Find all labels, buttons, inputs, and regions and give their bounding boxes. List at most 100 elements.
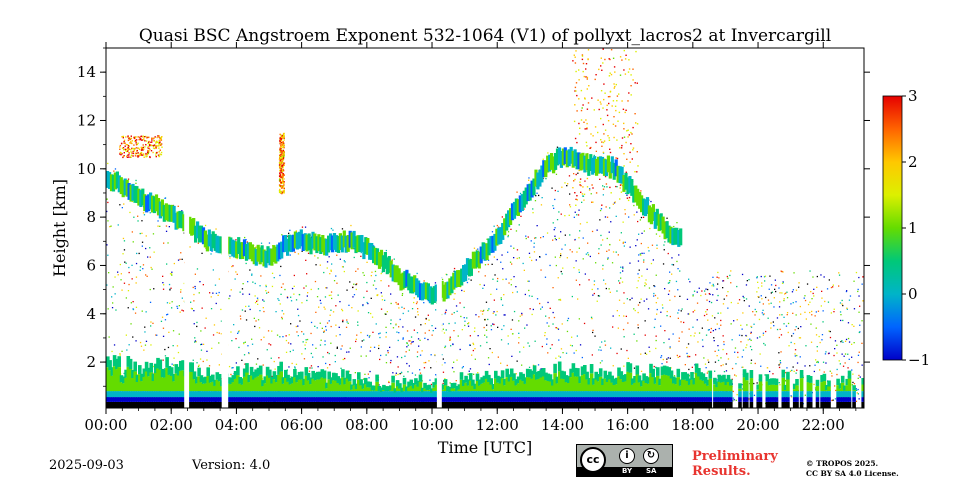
boundary-layer-segment [425,397,430,402]
cloud-segment [348,230,352,248]
noise-point [559,256,561,259]
noise-point [373,346,376,348]
cloud-segment [671,228,675,246]
noise-point [407,310,410,312]
noise-point [477,248,479,250]
cirrus-point [147,145,149,147]
boundary-layer-segment [498,383,503,392]
noise-point [610,221,612,223]
cirrus-point [134,136,137,139]
cirrus-point [282,162,285,164]
boundary-layer-segment [395,402,400,408]
boundary-layer-segment [357,391,361,398]
noise-point [640,370,643,372]
noise-point [583,322,586,325]
cirrus-point [279,168,282,171]
noise-point [230,331,232,333]
noise-point [500,362,502,364]
cirrus-point [629,151,631,154]
noise-point [780,334,783,336]
cloud-segment [190,218,194,236]
noise-point [441,354,443,356]
noise-point [626,349,628,352]
noise-point [528,289,530,292]
boundary-layer-segment [361,391,366,398]
noise-point [297,253,300,255]
noise-point [369,370,371,373]
cirrus-point [283,135,285,137]
cirrus-point [608,139,611,141]
noise-point [655,302,657,304]
noise-point [555,357,557,359]
noise-point [198,364,200,366]
cloud-segment [643,199,648,217]
boundary-layer-segment [605,382,610,392]
noise-point [605,206,607,208]
noise-point [822,361,825,363]
noise-point [718,327,720,330]
noise-point [591,288,593,291]
noise-point [727,277,729,279]
noise-point [623,365,625,367]
noise-point [750,332,752,334]
cirrus-point [280,149,283,151]
noise-point [827,301,830,303]
noise-point [673,375,676,377]
cloud-segment [375,248,380,266]
cloud-segment [121,180,125,198]
boundary-layer-segment [382,391,386,398]
noise-point [733,399,735,401]
cloud-segment [137,188,141,206]
boundary-layer-segment [414,402,418,408]
boundary-layer-segment [172,374,176,382]
cloud-segment [332,233,337,250]
boundary-layer-segment [213,385,217,392]
boundary-layer-segment [573,376,578,392]
noise-point [667,252,669,255]
cloud-segment [614,159,618,177]
noise-point [786,367,788,369]
boundary-layer-segment [343,384,347,392]
boundary-layer-segment [498,391,503,398]
noise-point [242,293,244,295]
noise-point [578,247,580,249]
cirrus-point [594,126,597,128]
noise-point [571,345,573,347]
noise-point [613,202,616,204]
boundary-layer-segment [407,397,411,402]
boundary-layer-segment [142,391,147,398]
noise-point [369,350,371,352]
boundary-layer-segment [580,366,585,376]
boundary-layer-segment [373,397,377,402]
boundary-layer-segment [462,402,466,408]
boundary-layer-segment [473,383,477,389]
noise-point [838,285,840,287]
boundary-layer-segment [379,387,384,393]
noise-point [263,336,265,338]
noise-point [735,375,737,377]
noise-point [661,363,663,365]
noise-point [371,271,373,273]
boundary-layer-segment [489,378,493,385]
noise-point [526,324,528,326]
cirrus-point [279,149,281,151]
noise-point [688,313,690,315]
noise-point [481,313,484,315]
noise-point [280,265,282,268]
noise-point [519,351,521,353]
noise-point [746,324,748,326]
cloud-segment [299,229,303,247]
noise-point [545,253,547,256]
noise-point [669,280,671,282]
boundary-layer-segment [667,367,671,376]
noise-point [555,264,557,267]
noise-point [528,252,531,254]
boundary-layer-segment [370,391,375,398]
noise-point [804,299,807,302]
noise-point [600,349,602,351]
noise-point [669,357,671,359]
boundary-layer-segment [706,402,710,408]
noise-point [241,359,243,361]
boundary-layer-segment [341,391,345,398]
boundary-layer-segment [181,391,185,398]
